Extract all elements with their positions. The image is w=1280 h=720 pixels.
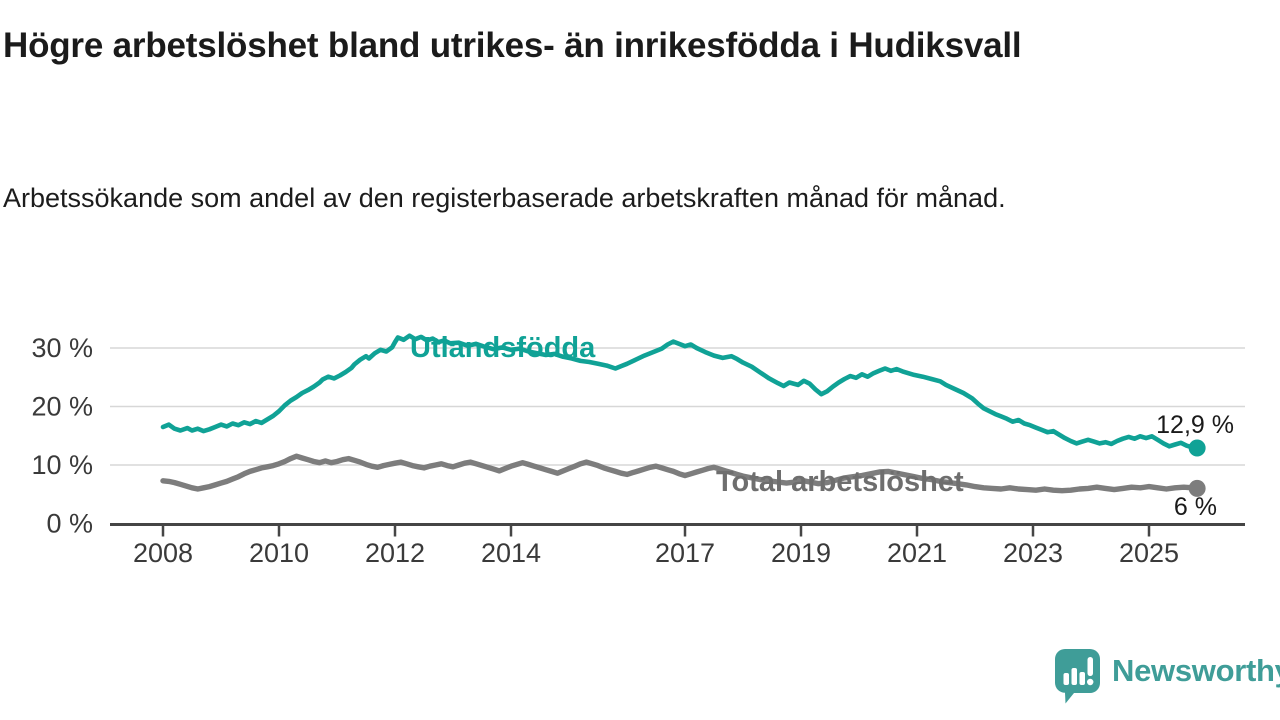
series-label-utlandsfodda: Utlandsfödda <box>410 332 596 364</box>
end-value-label: 6 % <box>1174 493 1217 521</box>
chart-subtitle: Arbetssökande som andel av den registerb… <box>3 183 1006 213</box>
x-axis-tick-label: 2017 <box>655 538 715 568</box>
newsworthy-speech-bubble-chart-icon <box>1055 649 1100 704</box>
series-label-total: Total arbetslöshet <box>716 466 964 498</box>
series-line-utlandsfodda <box>160 333 1200 451</box>
series-line-total <box>160 453 1200 494</box>
chart-title: Högre arbetslöshet bland utrikes- än inr… <box>3 26 1022 65</box>
x-axis-tick-label: 2014 <box>481 538 541 568</box>
end-value-label: 12,9 % <box>1156 411 1234 439</box>
y-axis-tick-label: 30 % <box>31 333 93 363</box>
brand-name: Newsworthy <box>1112 653 1280 688</box>
y-axis-tick-label: 10 % <box>31 450 93 480</box>
x-axis-tick-label: 2008 <box>133 538 193 568</box>
y-axis-tick-label: 0 % <box>46 509 93 539</box>
x-axis-tick-label: 2010 <box>249 538 309 568</box>
x-axis-tick-label: 2023 <box>1003 538 1063 568</box>
x-axis-tick-label: 2021 <box>887 538 947 568</box>
series-end-dot-utlandsfodda <box>1188 439 1206 457</box>
x-axis-tick-label: 2025 <box>1119 538 1179 568</box>
x-axis-tick-label: 2012 <box>365 538 425 568</box>
y-axis-tick-label: 20 % <box>31 392 93 422</box>
x-axis-tick-label: 2019 <box>771 538 831 568</box>
series-end-dot-total <box>1188 479 1206 497</box>
brand-logo: Newsworthy <box>1054 648 1280 704</box>
